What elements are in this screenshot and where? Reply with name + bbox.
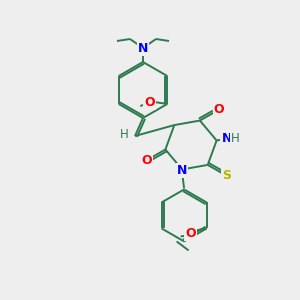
Text: H: H (231, 132, 240, 145)
Text: N: N (177, 164, 187, 177)
Text: O: O (214, 103, 224, 116)
Text: O: O (144, 95, 154, 109)
Text: O: O (185, 227, 196, 240)
Text: N: N (138, 41, 148, 55)
Text: H: H (120, 128, 128, 142)
Text: O: O (141, 154, 152, 167)
Text: N: N (221, 132, 232, 145)
Text: S: S (222, 169, 231, 182)
